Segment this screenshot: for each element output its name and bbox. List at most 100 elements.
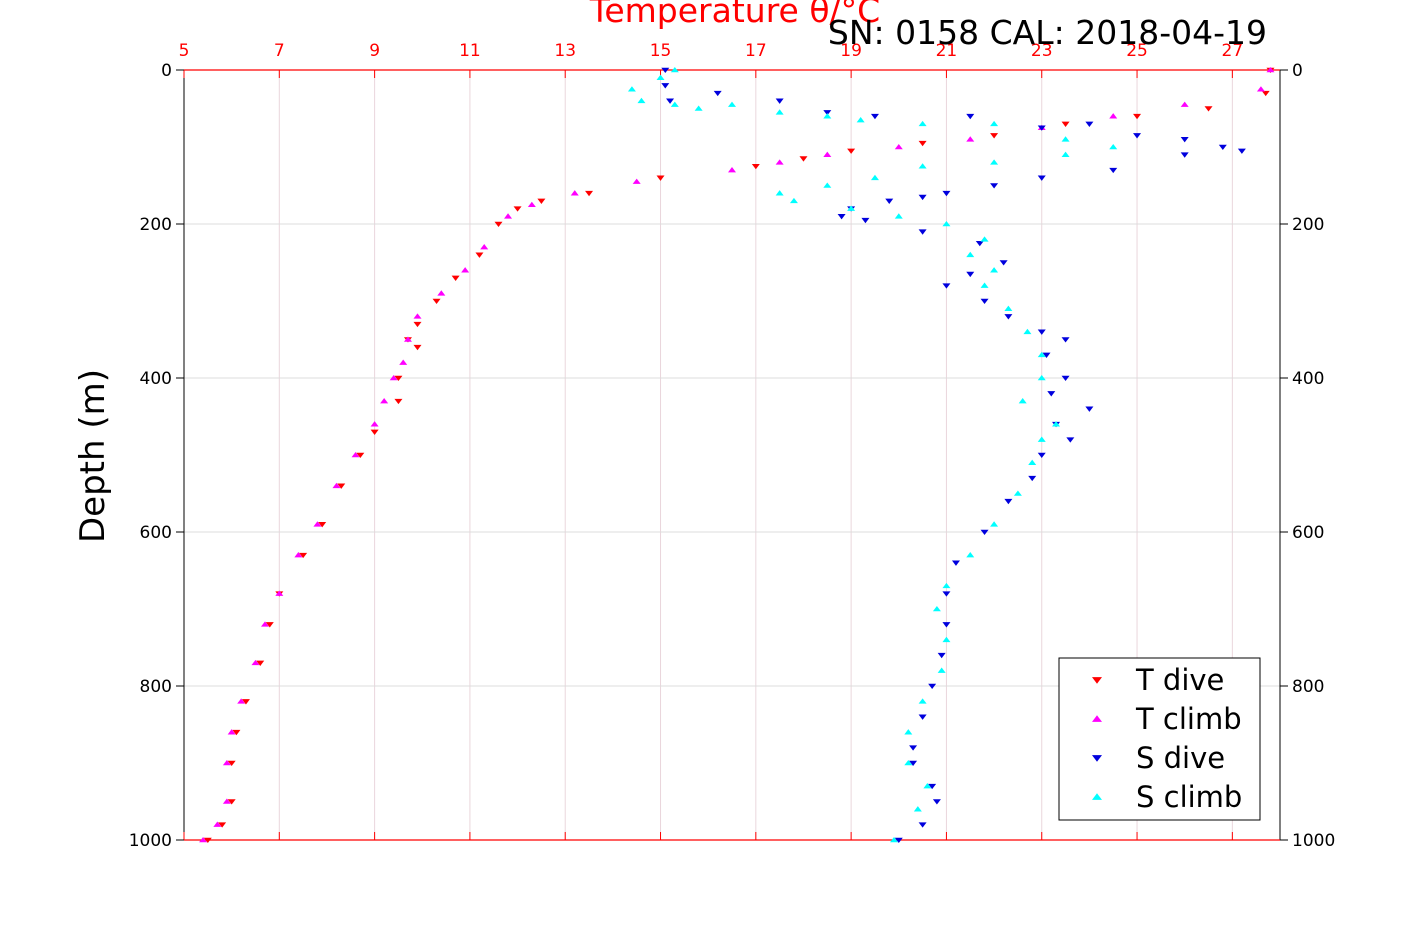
legend-box: [1058, 657, 1261, 821]
y-tick-label-left: 0: [161, 61, 172, 81]
data-point: [627, 86, 636, 92]
series-s-climb: [627, 66, 1118, 843]
data-point: [1218, 144, 1227, 151]
data-point: [1061, 151, 1070, 157]
data-point: [1037, 351, 1046, 358]
data-point: [337, 483, 346, 489]
data-point: [951, 560, 960, 566]
data-point: [513, 206, 522, 212]
data-point: [823, 182, 832, 188]
legend-label: S climb: [1136, 780, 1242, 814]
data-point: [351, 451, 360, 458]
data-point: [990, 183, 999, 189]
data-point: [227, 760, 236, 767]
data-point: [966, 113, 975, 120]
data-point: [237, 698, 246, 704]
data-point: [942, 591, 951, 597]
data-point: [1133, 133, 1142, 139]
data-point: [1261, 90, 1270, 97]
data-point: [299, 552, 308, 559]
data-point: [1042, 352, 1051, 358]
x-tick-label: 21: [936, 41, 958, 61]
data-point: [1237, 148, 1246, 154]
data-point: [837, 214, 846, 220]
data-point: [399, 359, 408, 365]
data-point: [666, 98, 675, 104]
data-point: [1109, 143, 1118, 150]
data-point: [1037, 436, 1046, 442]
y-axis-ticks: 0 0 200 200 400 400 600 600 800 800 1000 1000: [129, 61, 1336, 851]
x-tick-label: 13: [554, 41, 576, 61]
data-point: [932, 799, 941, 805]
data-point: [1037, 452, 1046, 459]
data-point: [918, 194, 927, 201]
data-point: [1061, 136, 1070, 142]
data-point: [1180, 152, 1189, 158]
legend-marker: [1092, 677, 1102, 684]
data-point: [966, 251, 975, 258]
data-point: [1061, 375, 1070, 382]
data-point: [1037, 329, 1046, 335]
data-point: [637, 97, 646, 104]
data-point: [632, 178, 641, 184]
data-point: [232, 729, 241, 736]
x-tick-label: 19: [840, 41, 862, 61]
data-point: [728, 167, 736, 173]
data-point: [1004, 305, 1013, 311]
data-point: [265, 622, 274, 628]
data-point: [437, 290, 446, 296]
data-point: [570, 190, 579, 196]
data-point: [999, 260, 1008, 266]
data-point: [890, 836, 899, 843]
data-point: [942, 283, 951, 289]
data-point: [670, 101, 679, 107]
data-point: [990, 521, 999, 527]
data-point: [370, 421, 379, 427]
data-point: [861, 217, 870, 224]
data-point: [894, 143, 903, 150]
data-point: [1180, 101, 1189, 107]
data-point: [918, 120, 927, 127]
data-point: [990, 159, 999, 165]
data-point: [918, 698, 927, 704]
data-point: [942, 582, 951, 589]
series-t-dive: [203, 67, 1275, 844]
data-point: [261, 621, 270, 627]
data-point: [413, 344, 422, 351]
data-point: [451, 275, 460, 281]
data-point: [904, 729, 913, 735]
data-point: [537, 198, 546, 204]
data-point: [1266, 66, 1275, 73]
data-point: [980, 529, 989, 536]
data-point: [1066, 437, 1075, 443]
data-point: [656, 74, 665, 80]
data-point: [222, 759, 231, 766]
data-point: [990, 267, 999, 273]
data-point: [1204, 106, 1213, 112]
data-point: [918, 140, 927, 147]
data-point: [218, 822, 227, 828]
data-point: [823, 110, 832, 116]
data-point: [823, 151, 832, 157]
x-axis-label: Temperature θ/°C: [589, 0, 880, 30]
data-point: [1085, 121, 1094, 127]
y-tick-label-right: 1000: [1292, 831, 1335, 851]
data-point: [894, 213, 903, 219]
y-axis-label: Depth (m): [73, 369, 113, 543]
data-point: [847, 148, 856, 154]
x-tick-label: 7: [274, 41, 285, 61]
data-point: [370, 429, 379, 435]
legend-marker: [1092, 793, 1102, 800]
y-tick-label-right: 200: [1292, 215, 1324, 235]
x-tick-label: 9: [369, 41, 380, 61]
data-point: [751, 163, 760, 170]
x-tick-label: 11: [459, 41, 481, 61]
data-point: [942, 622, 951, 628]
legend-label: S dive: [1136, 741, 1225, 775]
data-point: [932, 605, 941, 612]
data-point: [403, 336, 412, 342]
series-s-dive: [661, 67, 1246, 844]
data-point: [1180, 137, 1189, 143]
data-point: [585, 190, 594, 197]
